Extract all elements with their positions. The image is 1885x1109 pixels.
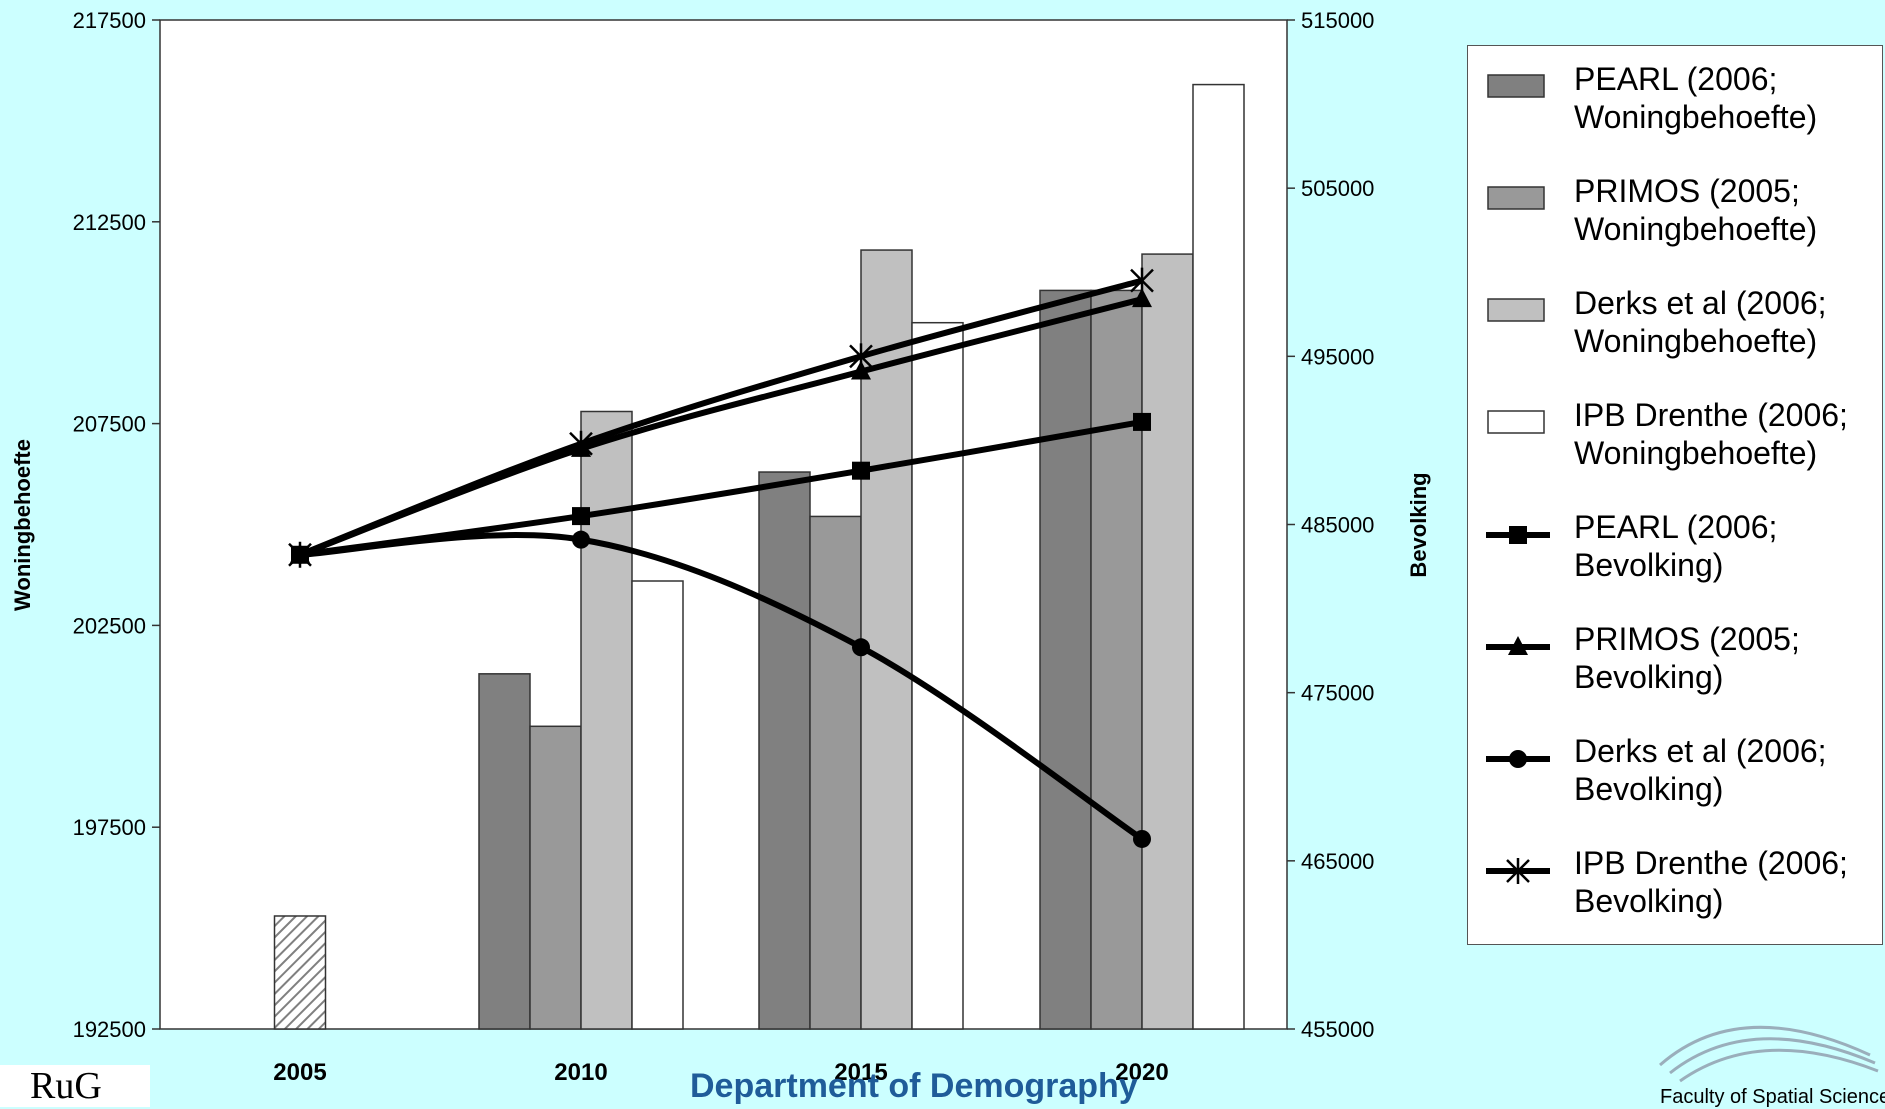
y-left-tick-label: 217500 [73,8,146,33]
y-right-tick-label: 495000 [1301,344,1374,369]
rug-logo: RuG [0,1065,150,1107]
legend-label: PRIMOS (2005; Bevolking) [1574,621,1800,695]
y-right-tick-label: 515000 [1301,8,1374,33]
legend-marker-square [1509,526,1527,544]
legend-marker-circle [1509,750,1527,768]
y-left-tick-label: 212500 [73,210,146,235]
legend: PEARL (2006; Woningbehoefte) PRIMOS (2005… [1467,45,1883,945]
bar-s3-2010 [631,580,684,1030]
y-right-tick-label: 475000 [1301,681,1374,706]
x-tick-label: 2020 [1115,1059,1168,1086]
x-tick-label: 2010 [554,1059,607,1086]
bar-s2-2020 [1141,253,1194,1030]
y-axis-right-label: Bevolking [1406,472,1431,577]
faculty-logo-text: Faculty of Spatial Sciences [1660,1086,1885,1108]
legend-item: PRIMOS (2005; Woningbehoefte) [1486,172,1876,272]
x-tick-label: 2005 [273,1059,326,1086]
y-right-tick-label: 505000 [1301,176,1374,201]
point-circle-2010 [572,530,590,549]
point-star-2010 [569,430,593,457]
point-star-2020 [1130,267,1154,294]
legend-item: Derks et al (2006; Woningbehoefte) [1486,284,1876,384]
legend-label: Derks et al (2006; Bevolking) [1574,733,1827,807]
legend-item: IPB Drenthe (2006; Bevolking) [1486,844,1876,944]
y-right-tick-label: 465000 [1301,849,1374,874]
legend-label: IPB Drenthe (2006; Bevolking) [1574,845,1848,919]
bar-s2-2015 [860,249,913,1030]
legend-marker-star [1506,858,1530,884]
legend-item: Derks et al (2006; Bevolking) [1486,732,1876,832]
legend-swatch [1487,186,1545,210]
legend-swatch [1487,74,1545,98]
legend-swatch [1486,636,1550,655]
bar-s0-2015 [758,471,811,1030]
point-square-2010 [572,507,590,526]
legend-bar-swatch [1487,410,1545,434]
legend-marker-triangle [1508,636,1528,655]
y-left-tick-label: 197500 [73,815,146,840]
legend-swatch [1486,858,1550,884]
bar-s0-2010 [478,673,531,1030]
point-star-2005 [288,541,312,568]
bar-base-2005 [273,915,327,1030]
legend-item: PEARL (2006; Woningbehoefte) [1486,60,1876,160]
footer-title: Department of Demography [690,1067,1138,1105]
legend-label: PRIMOS (2005; Woningbehoefte) [1574,173,1818,247]
y-left-tick-label: 202500 [73,613,146,638]
line-circle [299,532,1144,842]
point-circle-2020 [1133,829,1151,848]
legend-swatch [1486,750,1550,768]
point-square-2020 [1133,412,1151,431]
legend-item: IPB Drenthe (2006; Woningbehoefte) [1486,396,1876,496]
legend-bar-swatch [1487,74,1545,98]
bar-s3-2020 [1192,83,1245,1030]
legend-bar-swatch [1487,298,1545,322]
point-circle-2015 [852,638,870,657]
legend-item: PEARL (2006; Bevolking) [1486,508,1876,608]
legend-label: IPB Drenthe (2006; Woningbehoefte) [1574,397,1848,471]
point-triangle-2015 [851,360,871,380]
legend-bar-swatch [1487,186,1545,210]
legend-label: PEARL (2006; Woningbehoefte) [1574,61,1818,135]
point-star-2015 [849,343,873,370]
bar-s1-2010 [529,725,582,1030]
legend-swatch [1486,526,1550,544]
bar-s3-2015 [911,321,964,1030]
bar-s1-2015 [809,515,862,1030]
point-square-2015 [852,461,870,480]
legend-label: Derks et al (2006; Woningbehoefte) [1574,285,1827,359]
y-right-tick-label: 485000 [1301,513,1374,538]
legend-item: PRIMOS (2005; Bevolking) [1486,620,1876,720]
legend-swatch [1487,298,1545,322]
bar-s0-2020 [1039,289,1092,1030]
legend-label: PEARL (2006; Bevolking) [1574,509,1778,583]
faculty-logo [1659,1025,1879,1083]
point-triangle-2020 [1132,288,1152,308]
bar-s2-2010 [580,410,633,1030]
y-left-tick-label: 207500 [73,412,146,437]
y-axis-left-label: Woningbehoefte [10,439,35,611]
y-left-tick-label: 192500 [73,1017,146,1042]
legend-swatch [1487,410,1545,434]
y-right-tick-label: 455000 [1301,1017,1374,1042]
bar-s1-2020 [1090,289,1143,1030]
x-tick-label: 2015 [834,1059,887,1086]
line-star [298,277,1143,558]
